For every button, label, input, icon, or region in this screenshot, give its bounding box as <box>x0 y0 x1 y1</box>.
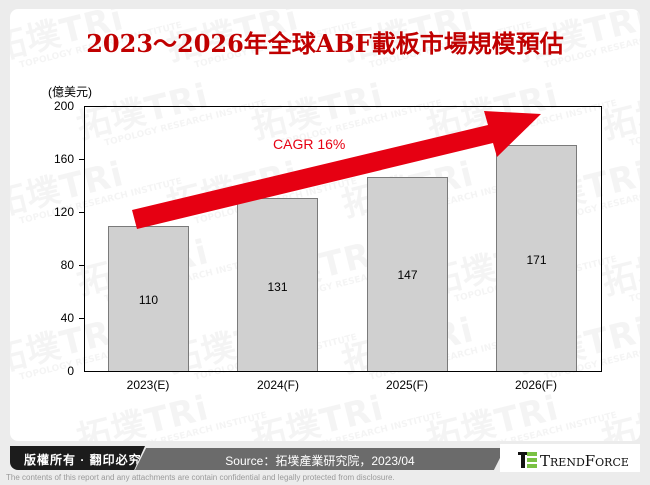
copyright-badge: 版權所有 · 翻印必究 <box>10 446 145 470</box>
bar-value-2023: 110 <box>138 293 159 307</box>
x-tick-label-2024: 2024(F) <box>256 378 300 392</box>
plot-area <box>84 106 602 372</box>
bar-value-2026: 171 <box>526 253 547 267</box>
y-axis-unit-label: (億美元) <box>48 85 92 99</box>
bar-2024 <box>237 198 318 372</box>
bar-2023 <box>108 226 189 372</box>
copyright-text: 版權所有 · 翻印必究 <box>24 453 142 467</box>
y-tick-label-40: 40 <box>60 311 74 325</box>
x-tick-label-2023: 2023(E) <box>126 378 170 392</box>
bar-2025 <box>367 177 448 372</box>
chart-title: 2023～2026年全球ABF載板市場規模預估 <box>86 29 564 58</box>
bar-value-2024: 131 <box>267 280 288 294</box>
y-tick-mark <box>79 265 84 266</box>
y-tick-label-0: 0 <box>67 364 74 378</box>
trendforce-logo-icon <box>518 452 537 468</box>
bar-value-2025: 147 <box>397 268 418 282</box>
y-tick-mark <box>79 318 84 319</box>
source-bar: Source：拓墣產業研究院，2023/04 <box>135 448 505 470</box>
x-tick-label-2025: 2025(F) <box>385 378 429 392</box>
y-tick-mark <box>79 159 84 160</box>
y-tick-label-200: 200 <box>53 99 74 113</box>
trendforce-logo-text: TrendForce <box>540 452 629 470</box>
cagr-label: CAGR 16% <box>273 136 346 152</box>
x-tick-label-2026: 2026(F) <box>514 378 558 392</box>
bar-2026 <box>496 145 577 372</box>
y-tick-label-80: 80 <box>60 258 74 272</box>
y-tick-label-160: 160 <box>53 152 74 166</box>
y-tick-label-120: 120 <box>53 205 74 219</box>
disclaimer-text: The contents of this report and any atta… <box>6 473 395 482</box>
y-tick-mark <box>79 212 84 213</box>
source-text: Source：拓墣產業研究院，2023/04 <box>225 454 415 468</box>
